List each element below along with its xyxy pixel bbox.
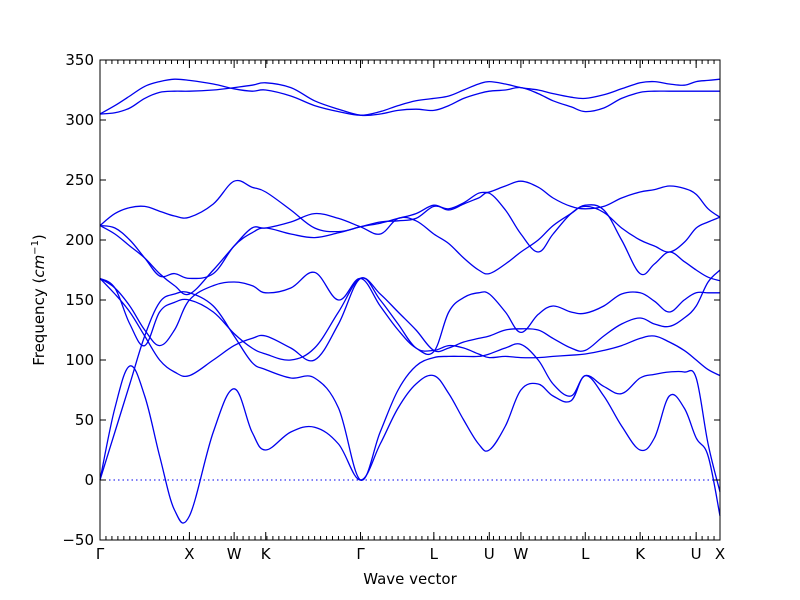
- x-tick-label: U: [691, 545, 702, 563]
- y-axis-label-suffix: ): [30, 234, 48, 240]
- x-tick-label: W: [227, 545, 242, 563]
- y-tick-label: 200: [65, 231, 94, 249]
- phonon-band-6: [99, 271, 720, 355]
- y-tick-label: 250: [65, 171, 94, 189]
- x-tick-label: K: [635, 545, 646, 563]
- phonon-band-7: [99, 269, 721, 361]
- phonon-band-9: [99, 291, 721, 493]
- x-tick-label: U: [484, 545, 495, 563]
- y-tick-label: 350: [65, 51, 94, 69]
- y-tick-label: 300: [65, 111, 94, 129]
- y-tick-label: 150: [65, 291, 94, 309]
- x-tick-label: Γ: [96, 545, 105, 563]
- x-tick-label: W: [513, 545, 528, 563]
- y-tick-label: −50: [62, 531, 94, 549]
- y-axis-label: Frequency (cm−1): [30, 234, 48, 366]
- series-layer: [99, 78, 721, 524]
- y-axis-label-unit: cm: [30, 255, 48, 278]
- plot-frame: [99, 59, 721, 541]
- x-tick-label: X: [715, 545, 725, 563]
- x-tick-label: K: [261, 545, 272, 563]
- x-axis-label: Wave vector: [363, 570, 457, 588]
- y-tick-label: 100: [65, 351, 94, 369]
- phonon-band-3: [99, 179, 721, 233]
- phonon-band-5: [99, 204, 721, 296]
- x-tick-label: L: [430, 545, 439, 563]
- x-tick-label: Γ: [356, 545, 365, 563]
- phonon-band-2: [99, 82, 720, 117]
- phonon-band-1: [99, 78, 721, 116]
- phonon-band-8: [99, 277, 721, 378]
- y-axis-label-exponent: −1: [30, 240, 41, 255]
- x-tick-label: L: [581, 545, 590, 563]
- phonon-band-10: [99, 365, 721, 524]
- y-axis-label-prefix: Frequency (: [30, 278, 48, 366]
- y-tick-label: 50: [75, 411, 94, 429]
- phonon-band-4: [99, 192, 721, 280]
- x-tick-label: X: [184, 545, 194, 563]
- y-tick-label: 0: [84, 471, 94, 489]
